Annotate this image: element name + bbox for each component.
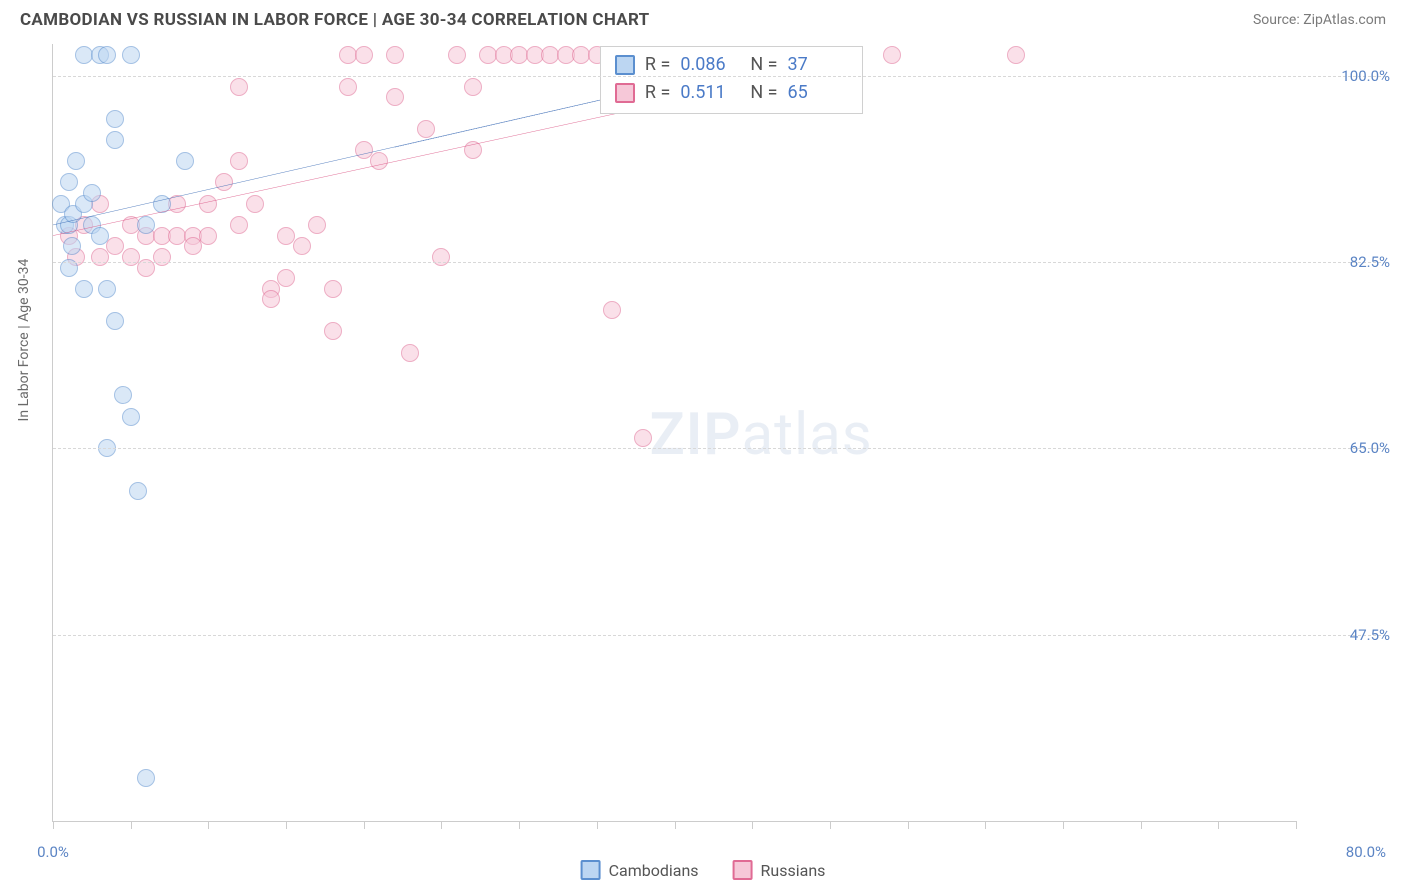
x-tick: [985, 821, 986, 829]
x-tick: [1218, 821, 1219, 829]
legend-label-cambodians: Cambodians: [609, 861, 699, 880]
x-tick: [908, 821, 909, 829]
legend-swatch-russians-icon: [733, 860, 753, 880]
y-axis-title: In Labor Force | Age 30-34: [16, 259, 32, 422]
x-tick: [208, 821, 209, 829]
x-tick: [830, 821, 831, 829]
legend-swatch-cambodians: [615, 55, 635, 75]
x-axis-max-label: 80.0%: [1346, 843, 1386, 861]
n-label: N =: [750, 79, 777, 107]
x-tick: [441, 821, 442, 829]
x-tick: [519, 821, 520, 829]
legend-swatch-russians: [615, 83, 635, 103]
r-label: R =: [645, 51, 670, 79]
n-label: N =: [750, 51, 777, 79]
r-label: R =: [645, 79, 670, 107]
series-legend: Cambodians Russians: [581, 860, 826, 880]
legend-item-russians: Russians: [733, 860, 826, 880]
y-tick-label: 65.0%: [1306, 439, 1390, 457]
gridline: [53, 76, 1386, 77]
source-label: Source: ZipAtlas.com: [1253, 12, 1386, 28]
chart-title: CAMBODIAN VS RUSSIAN IN LABOR FORCE | AG…: [20, 10, 650, 30]
r-value-cambodians: 0.086: [680, 51, 740, 79]
x-tick: [131, 821, 132, 829]
trendlines-svg: [53, 44, 1296, 821]
x-tick: [286, 821, 287, 829]
correlation-legend: R = 0.086 N = 37 R = 0.511 N = 65: [600, 46, 863, 114]
gridline: [53, 448, 1386, 449]
y-tick-label: 47.5%: [1306, 626, 1390, 644]
legend-item-cambodians: Cambodians: [581, 860, 699, 880]
n-value-cambodians: 37: [788, 51, 848, 79]
x-tick: [752, 821, 753, 829]
n-value-russians: 65: [788, 79, 848, 107]
legend-swatch-cambodians-icon: [581, 860, 601, 880]
x-tick: [1141, 821, 1142, 829]
y-tick-label: 82.5%: [1306, 253, 1390, 271]
x-tick: [597, 821, 598, 829]
x-tick: [364, 821, 365, 829]
legend-label-russians: Russians: [761, 861, 826, 880]
y-tick-label: 100.0%: [1306, 67, 1390, 85]
gridline: [53, 262, 1386, 263]
x-axis-min-label: 0.0%: [37, 843, 69, 861]
x-tick: [1063, 821, 1064, 829]
scatter-chart: R = 0.086 N = 37 R = 0.511 N = 65 ZIPatl…: [52, 44, 1296, 822]
legend-row-cambodians: R = 0.086 N = 37: [615, 51, 848, 79]
x-tick: [53, 821, 54, 829]
x-tick: [675, 821, 676, 829]
r-value-russians: 0.511: [680, 79, 740, 107]
x-tick: [1296, 821, 1297, 829]
legend-row-russians: R = 0.511 N = 65: [615, 79, 848, 107]
gridline: [53, 635, 1386, 636]
